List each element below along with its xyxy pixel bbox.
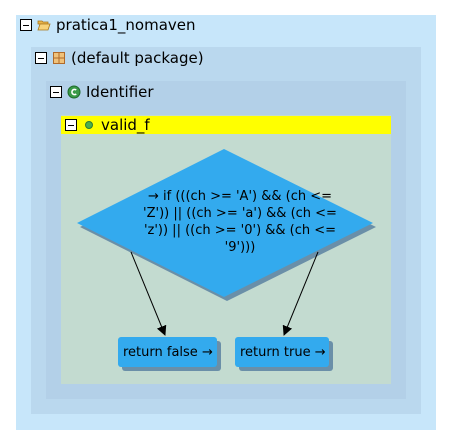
- class-icon: [67, 85, 81, 99]
- class-header: Identifier: [50, 83, 154, 101]
- collapse-toggle-package[interactable]: [35, 52, 47, 64]
- return-false-label: return false →: [123, 345, 213, 360]
- method-label: valid_f: [101, 116, 150, 134]
- decision-node[interactable]: [77, 149, 373, 297]
- package-icon: [52, 51, 66, 65]
- method-dot-icon: [82, 118, 96, 132]
- package-label: (default package): [71, 49, 204, 67]
- collapse-toggle-project[interactable]: [20, 19, 32, 31]
- decision-label: → if (((ch >= 'A') && (ch <= 'Z')) || ((…: [143, 189, 337, 255]
- project-header: pratica1_nomaven: [20, 16, 196, 34]
- return-true-node[interactable]: [235, 337, 329, 367]
- project-label: pratica1_nomaven: [56, 16, 196, 34]
- method-header: valid_f: [61, 116, 391, 134]
- folder-open-icon: [37, 18, 51, 32]
- return-true-label: return true →: [240, 345, 326, 360]
- collapse-toggle-class[interactable]: [50, 86, 62, 98]
- collapse-toggle-method[interactable]: [65, 119, 77, 131]
- edge-to-return-true: [282, 251, 319, 336]
- return-false-node[interactable]: [118, 337, 217, 367]
- package-header: (default package): [35, 49, 204, 67]
- edge-to-return-false: [130, 251, 167, 336]
- class-label: Identifier: [86, 83, 154, 101]
